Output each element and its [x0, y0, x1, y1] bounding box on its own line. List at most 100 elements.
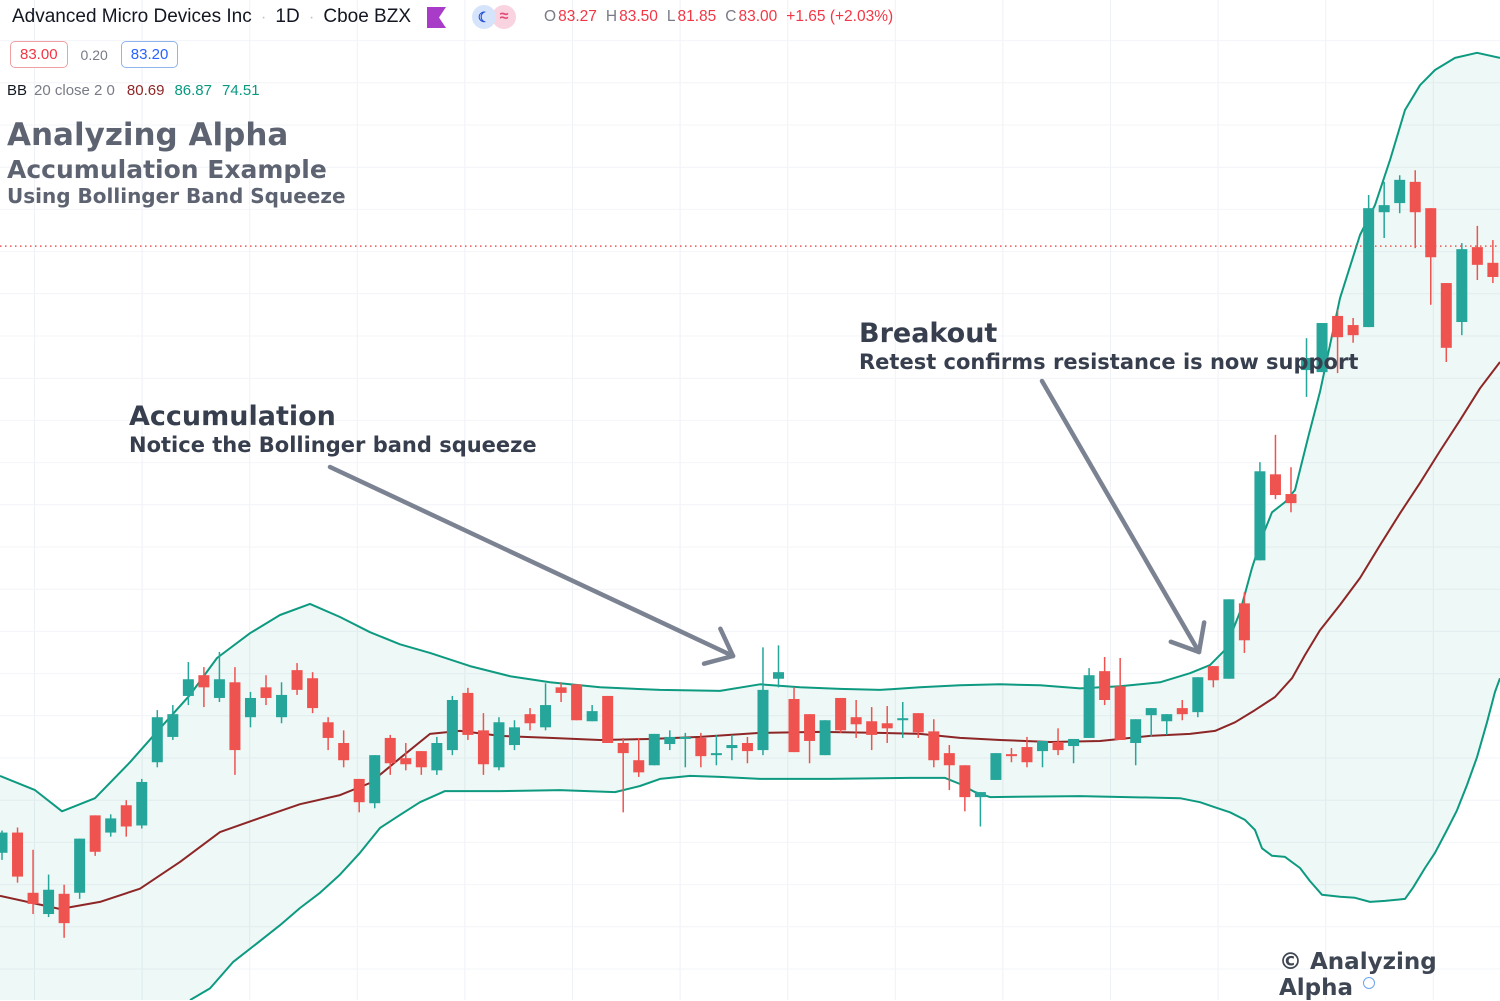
- candle: [1099, 656, 1111, 706]
- candle: [462, 687, 474, 740]
- candle: [1254, 462, 1266, 561]
- candle: [291, 663, 303, 695]
- candle: [788, 687, 800, 753]
- watermark-subtitle: Accumulation Example: [7, 154, 327, 184]
- symbol-name[interactable]: Advanced Micro Devices Inc: [12, 6, 252, 27]
- candles: [0, 170, 1499, 938]
- candle: [1021, 736, 1033, 768]
- exchange-label[interactable]: Cboe BZX: [323, 6, 412, 27]
- candle: [477, 713, 489, 775]
- separator-dot: ·: [308, 7, 315, 26]
- candle: [1347, 317, 1359, 343]
- candle: [773, 645, 784, 688]
- high-value: 83.50: [619, 8, 658, 25]
- candle: [1316, 323, 1328, 373]
- candle: [58, 884, 70, 938]
- accumulation-arrow: [327, 464, 736, 666]
- indicator-legend[interactable]: BB 20 close 2 0 80.69 86.87 74.51: [7, 82, 260, 99]
- open-value: 83.27: [558, 8, 597, 25]
- candle: [928, 719, 940, 768]
- candle: [757, 647, 769, 756]
- copyright-label: © Analyzing Alpha: [1279, 949, 1437, 1001]
- candle: [1176, 699, 1188, 721]
- breakout-title: Breakout: [859, 318, 998, 349]
- candle: [89, 815, 101, 856]
- candle: [1052, 728, 1064, 756]
- watermark-caption: Using Bollinger Band Squeeze: [7, 184, 346, 209]
- candle: [1394, 175, 1406, 214]
- candle: [943, 745, 955, 791]
- breakout-annotation: Breakout Retest confirms resistance is n…: [859, 319, 1358, 375]
- indicator-params: 20 close 2 0: [34, 82, 115, 99]
- candle: [260, 675, 272, 706]
- candle: [431, 736, 443, 775]
- sell-button[interactable]: 83.00: [10, 41, 68, 68]
- candle: [369, 755, 381, 809]
- close-label: C: [725, 8, 737, 25]
- candle: [384, 734, 396, 775]
- accumulation-annotation: Accumulation Notice the Bollinger band s…: [129, 402, 537, 458]
- candle: [105, 814, 117, 837]
- change-value: +1.65 (+2.03%): [786, 8, 894, 25]
- candle: [74, 838, 86, 899]
- buy-button[interactable]: 83.20: [120, 41, 179, 68]
- candle: [1161, 714, 1173, 735]
- candle: [540, 683, 552, 731]
- moon-icon: ☾: [472, 5, 497, 29]
- candle: [726, 734, 738, 761]
- candle: [182, 662, 194, 706]
- candle: [897, 702, 909, 738]
- annotation-anchor-handle[interactable]: [1363, 977, 1375, 989]
- candle: [1068, 738, 1080, 764]
- candle: [881, 706, 893, 744]
- candle: [151, 710, 163, 768]
- candle: [1471, 225, 1483, 281]
- candle: [1037, 740, 1049, 768]
- indicator-lower-value: 74.51: [222, 82, 260, 99]
- separator-dot: ·: [260, 7, 267, 26]
- candle: [276, 682, 288, 724]
- candle: [213, 651, 225, 703]
- candle: [571, 684, 583, 721]
- candle: [167, 705, 179, 740]
- candle: [1332, 309, 1344, 374]
- close-value: 83.00: [738, 8, 778, 25]
- low-label: L: [666, 8, 676, 25]
- candle: [43, 874, 55, 918]
- flag-icon[interactable]: [427, 6, 447, 28]
- theme-toggle-pill[interactable]: ☾ ≈: [472, 5, 517, 29]
- candle: [0, 830, 8, 860]
- candle: [866, 707, 878, 751]
- candle: [1409, 170, 1421, 249]
- candle: [1114, 657, 1126, 740]
- candle: [27, 849, 39, 915]
- candle: [1425, 208, 1437, 305]
- accumulation-subtitle: Notice the Bollinger band squeeze: [129, 433, 537, 457]
- candle: [136, 778, 148, 829]
- bollinger-upper-line: [0, 51, 1500, 813]
- candle: [508, 720, 520, 751]
- candle: [1285, 467, 1297, 513]
- interval-label[interactable]: 1D: [275, 6, 300, 27]
- candle: [493, 717, 505, 771]
- candle: [307, 672, 319, 714]
- high-label: H: [605, 8, 618, 25]
- candle: [1238, 592, 1250, 653]
- breakout-subtitle: Retest confirms resistance is now suppor…: [859, 350, 1359, 374]
- candle: [695, 732, 707, 768]
- watermark-title-block: Analyzing Alpha Accumulation Example Usi…: [7, 119, 346, 208]
- bollinger-basis-line: [0, 361, 1500, 910]
- chart-header: Advanced Micro Devices Inc · 1D · Cboe B…: [12, 5, 893, 29]
- candle: [1269, 434, 1281, 500]
- candle: [804, 714, 816, 764]
- breakout-arrow: [1039, 378, 1207, 655]
- spread-value: 0.20: [80, 46, 108, 63]
- candle: [1487, 240, 1499, 284]
- candle: [1192, 677, 1204, 718]
- candle: [819, 720, 831, 756]
- candle: [602, 695, 614, 744]
- candle: [120, 800, 132, 837]
